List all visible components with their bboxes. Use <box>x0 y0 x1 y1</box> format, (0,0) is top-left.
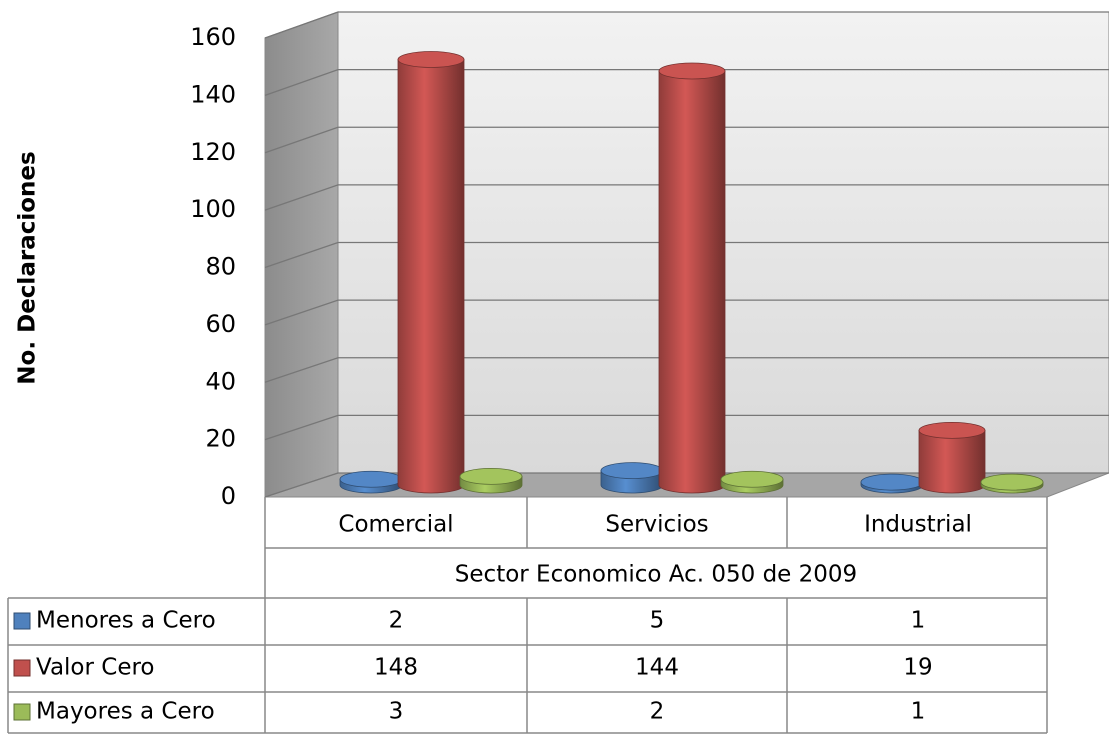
y-tick-label: 0 <box>221 482 236 510</box>
y-tick-label: 20 <box>205 425 236 453</box>
x-tick-label: Comercial <box>338 512 453 538</box>
bar-top <box>720 470 784 488</box>
y-tick-label: 160 <box>190 23 236 51</box>
grid-line <box>264 414 1109 441</box>
bar <box>397 59 465 494</box>
y-tick-label: 140 <box>190 80 236 108</box>
y-tick-label: 100 <box>190 195 236 223</box>
y-tick-label: 60 <box>205 310 236 338</box>
y-tick-label: 80 <box>205 253 236 281</box>
bar <box>918 429 986 494</box>
y-tick-label: 40 <box>205 367 236 395</box>
legend-swatch <box>13 612 31 630</box>
grid-line <box>264 126 1109 154</box>
data-table <box>7 497 1048 734</box>
bar-top <box>459 467 523 485</box>
table-value: 2 <box>650 699 665 725</box>
grid-line <box>264 472 1109 498</box>
x-tick-label: Servicios <box>605 512 708 538</box>
table-value: 3 <box>389 699 404 725</box>
bar-top <box>980 473 1044 491</box>
grid-line <box>264 68 1109 96</box>
legend-label: Mayores a Cero <box>36 699 215 725</box>
table-value: 1 <box>911 608 926 634</box>
bar-top <box>600 462 664 480</box>
table-value: 148 <box>374 655 418 681</box>
y-axis-title: No. Declaraciones <box>15 151 41 384</box>
bar-top <box>658 62 726 80</box>
table-value: 1 <box>911 699 926 725</box>
grid-line <box>264 184 1109 211</box>
bar-top <box>397 51 465 68</box>
x-tick-label: Industrial <box>864 512 972 538</box>
table-value: 144 <box>635 655 679 681</box>
legend-label: Menores a Cero <box>36 608 216 634</box>
table-value: 2 <box>389 608 404 634</box>
legend-swatch <box>13 703 31 721</box>
table-value: 5 <box>650 608 665 634</box>
bar-top <box>918 421 986 439</box>
x-axis-title: Sector Economico Ac. 050 de 2009 <box>455 562 857 588</box>
legend-label: Valor Cero <box>36 655 155 681</box>
bar-top <box>860 473 924 491</box>
grid-line <box>264 299 1109 326</box>
bar <box>658 70 726 494</box>
table-value: 19 <box>903 655 932 681</box>
legend-swatch <box>13 659 31 677</box>
grid-line <box>264 357 1109 383</box>
grid-line <box>264 241 1109 269</box>
y-tick-label: 120 <box>190 138 236 166</box>
grid-line <box>264 11 1109 39</box>
bar-top <box>339 470 403 488</box>
